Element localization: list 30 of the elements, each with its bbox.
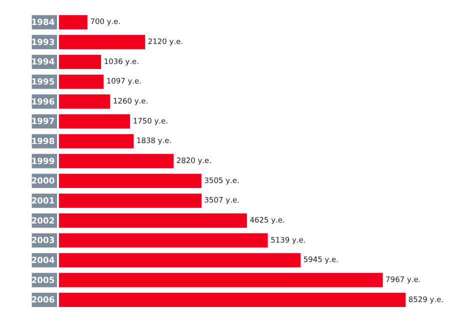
data-label: 3507 у.е.	[204, 196, 240, 205]
data-label: 2820 у.е.	[176, 156, 212, 165]
y-tick-label: 1984	[31, 17, 55, 28]
data-label: 1750 у.е.	[132, 116, 168, 126]
y-tick-label: 1997	[31, 116, 55, 126]
data-label: 7967 у.е.	[386, 274, 421, 284]
y-tick-label: 2003	[31, 235, 55, 246]
data-label: 700 у.е.	[90, 17, 121, 26]
data-label: 8529 у.е.	[408, 294, 444, 304]
y-tick-label: 1998	[31, 136, 55, 146]
data-label: 1036 у.е.	[104, 56, 140, 66]
data-label: 2120 у.е.	[148, 36, 184, 46]
y-tick-label: 1995	[31, 76, 55, 87]
data-label: 5139 у.е.	[270, 235, 306, 244]
y-tick-label: 1999	[31, 156, 55, 166]
data-label: 4625 у.е.	[250, 215, 285, 224]
y-tick-label: 2001	[31, 196, 55, 206]
data-label: 5945 у.е.	[303, 255, 339, 264]
y-tick-label: 1994	[31, 56, 55, 67]
data-label: 3505 у.е.	[204, 176, 240, 185]
y-tick-label: 2004	[31, 255, 55, 266]
y-tick-label: 2000	[31, 176, 55, 186]
y-tick-label: 1996	[31, 96, 55, 106]
data-label: 1260 у.е.	[112, 96, 148, 106]
y-tick-label: 2005	[31, 274, 55, 285]
y-tick-label: 2002	[31, 215, 55, 226]
y-tick-label: 2006	[31, 294, 55, 305]
data-label: 1838 у.е.	[136, 136, 172, 146]
data-label: 1097 у.е.	[106, 76, 142, 86]
y-tick-label: 1993	[31, 36, 55, 47]
